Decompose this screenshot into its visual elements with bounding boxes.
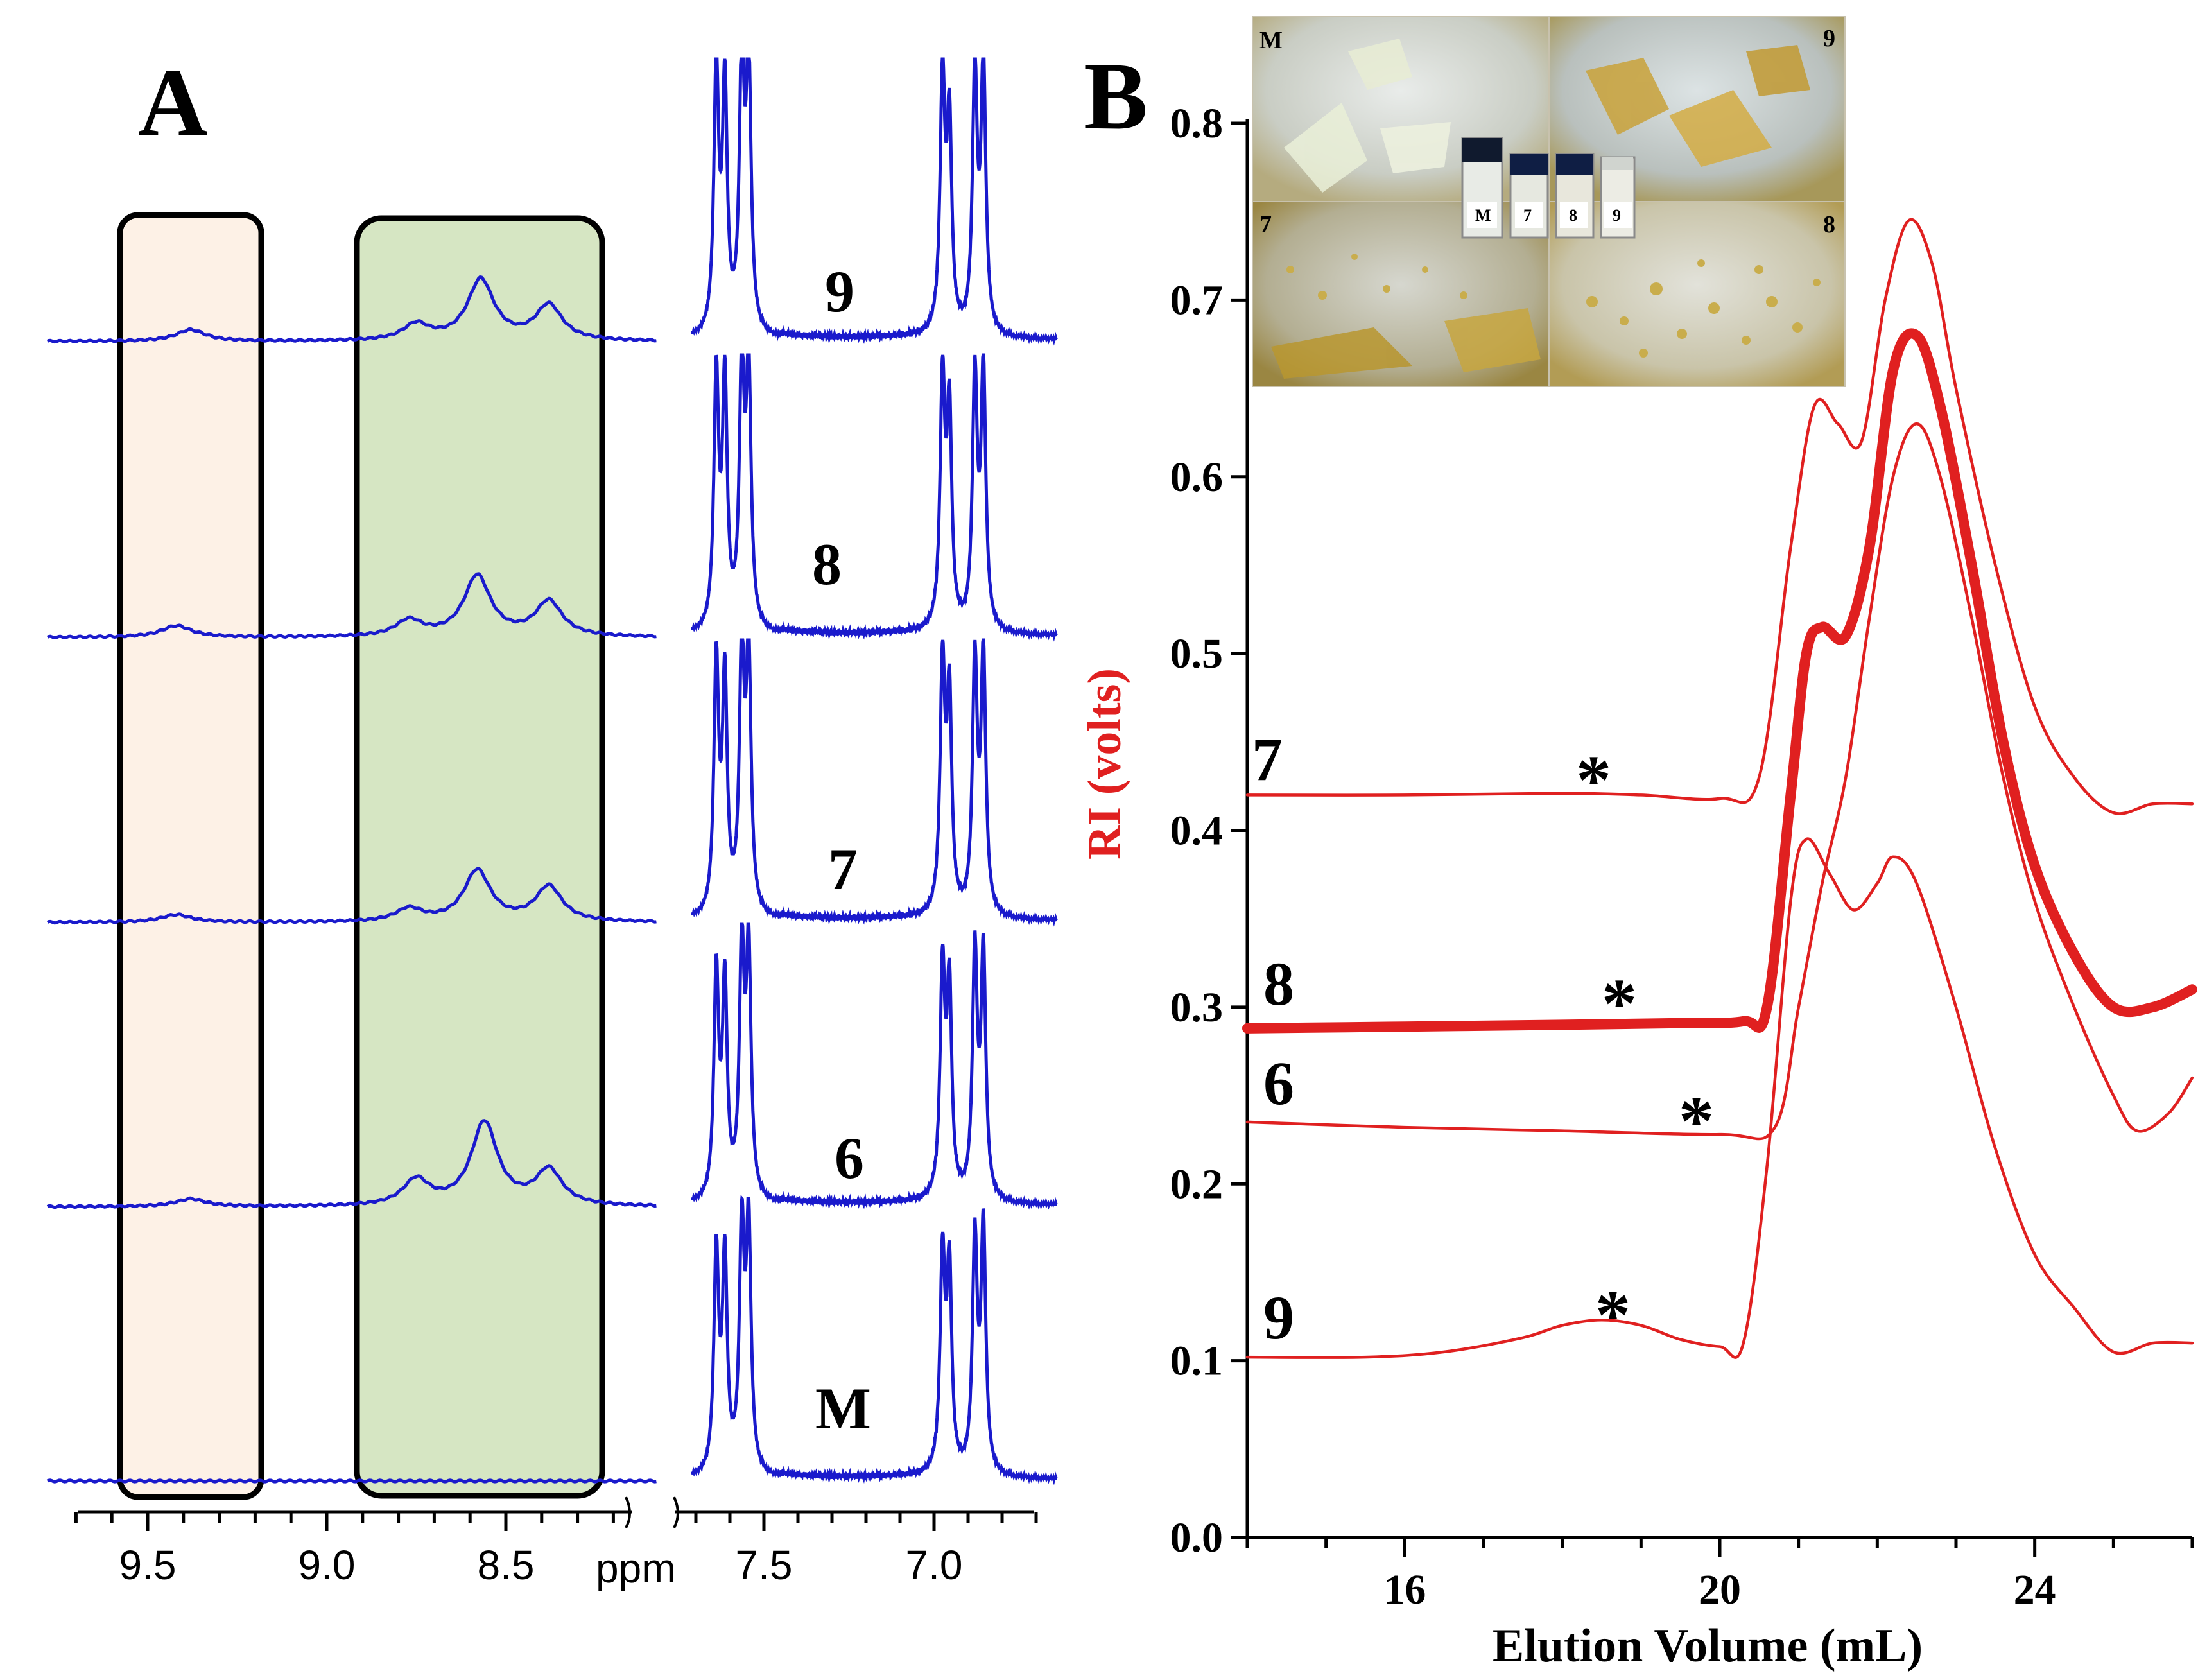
highlight-box-aromatic	[354, 215, 605, 1499]
panel-a-letter: A	[138, 49, 207, 156]
gpc-y-tick-label: 0.0	[1170, 1514, 1224, 1561]
gpc-trace-6	[1245, 422, 2194, 1141]
photo-label-m: M	[1259, 27, 1283, 54]
gpc-x-tick-label: 24	[2014, 1566, 2056, 1613]
nmr-right-trace-M	[691, 1194, 1058, 1485]
nmr-tick-label: 9.5	[119, 1542, 177, 1588]
gpc-y-tick-label: 0.2	[1170, 1161, 1224, 1208]
nmr-tick-label: 7.0	[906, 1542, 963, 1588]
nmr-label-9: 9	[825, 259, 854, 324]
nmr-left-trace-M	[46, 1478, 657, 1484]
nmr-label-m: M	[815, 1376, 871, 1441]
vial-label-m: M	[1475, 206, 1491, 225]
gpc-label-7: 7	[1252, 725, 1283, 793]
nmr-right-trace-8	[691, 353, 1058, 642]
highlight-box-nh	[117, 212, 264, 1500]
gpc-y-axis-title: RI (volts)	[1078, 668, 1131, 860]
gpc-x-tick-label: 20	[1699, 1566, 1741, 1613]
gpc-trace-8	[1242, 328, 2197, 1034]
nmr-right-trace-6	[691, 922, 1058, 1210]
nmr-x-axis	[74, 1496, 1038, 1531]
nmr-right-trace-7	[691, 638, 1058, 927]
photo-label-9: 9	[1823, 25, 1835, 52]
gpc-y-tick-label: 0.7	[1170, 277, 1224, 324]
nmr-left-traces	[46, 275, 657, 1484]
gpc-y-tick-label: 0.5	[1170, 630, 1224, 677]
nmr-tick-label: 8.5	[478, 1542, 535, 1588]
vials	[1461, 137, 1636, 239]
gpc-x-axis-title: Elution Volume (mL)	[1493, 1620, 1923, 1672]
photo-label-7: 7	[1259, 211, 1272, 238]
gpc-x-tick-label: 16	[1383, 1566, 1426, 1613]
vial-label-7: 7	[1523, 206, 1532, 225]
gpc-trace-7	[1245, 218, 2194, 815]
vial-label-8: 8	[1569, 206, 1577, 225]
nmr-right-trace-9	[691, 57, 1058, 346]
nmr-tick-label: 9.0	[299, 1542, 356, 1588]
gpc-label-9: 9	[1263, 1283, 1294, 1352]
gpc-star-8: *	[1602, 964, 1637, 1043]
nmr-tick-label: 7.5	[736, 1542, 793, 1588]
gpc-star-9: *	[1595, 1276, 1631, 1354]
film-fragments	[1271, 39, 1810, 379]
gpc-traces	[1242, 218, 2197, 1359]
nmr-left-trace-7	[46, 867, 657, 925]
gpc-y-tick-label: 0.3	[1170, 984, 1224, 1031]
film-speckles	[1286, 254, 1821, 358]
gpc-trace-9	[1245, 837, 2194, 1359]
gpc-label-8: 8	[1263, 949, 1294, 1018]
vial-label-9: 9	[1613, 206, 1621, 225]
nmr-label-6: 6	[835, 1125, 864, 1191]
gpc-y-tick-label: 0.8	[1170, 100, 1224, 147]
nmr-right-traces	[691, 57, 1058, 1485]
nmr-left-trace-8	[46, 572, 657, 640]
nmr-left-trace-9	[46, 275, 657, 344]
gpc-star-6: *	[1679, 1082, 1714, 1160]
photo-label-8: 8	[1823, 211, 1835, 238]
dish-8	[1550, 202, 1844, 386]
gpc-label-6: 6	[1263, 1049, 1294, 1118]
nmr-label-8: 8	[812, 532, 842, 597]
inset-photo: M 7 8 9 M 9 7 8	[1252, 16, 1846, 387]
gpc-y-tick-label: 0.6	[1170, 454, 1224, 501]
nmr-x-axis-label: ppm	[596, 1545, 676, 1591]
nmr-left-trace-6	[46, 1119, 657, 1209]
nmr-label-7: 7	[828, 836, 858, 902]
gpc-ticks: 0.0 0.1 0.2 0.3 0.4 0.5 0.6 0.7 0.8 16 20 24	[1170, 100, 2194, 1613]
panel-b-letter: B	[1084, 43, 1148, 150]
gpc-star-7: *	[1576, 741, 1611, 819]
gpc-y-tick-label: 0.1	[1170, 1338, 1224, 1385]
gpc-y-tick-label: 0.4	[1170, 808, 1224, 854]
